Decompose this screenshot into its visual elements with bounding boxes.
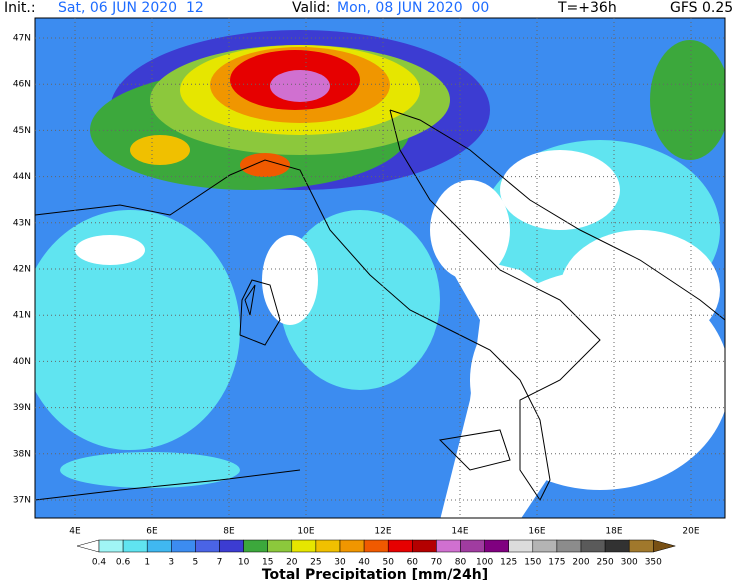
colorbar-label: 125 xyxy=(500,558,517,568)
colorbar-swatch xyxy=(291,539,317,553)
colorbar-label: 150 xyxy=(524,558,541,568)
lon-label: 20E xyxy=(682,527,699,537)
init-label: Init.: xyxy=(4,0,36,16)
colorbar-label: 100 xyxy=(476,558,493,568)
lon-label: 12E xyxy=(374,527,391,537)
colorbar-title: Total Precipitation [mm/24h] xyxy=(262,567,488,580)
colorbar-label: 10 xyxy=(238,558,250,568)
colorbar-label: 1 xyxy=(144,558,150,568)
precip-field xyxy=(35,18,725,518)
colorbar-label: 350 xyxy=(645,558,662,568)
lon-label: 16E xyxy=(528,527,545,537)
colorbar-swatch xyxy=(460,539,485,553)
init-time: Sat, 06 JUN 2020 12 xyxy=(58,0,204,16)
colorbar-label: 0.6 xyxy=(116,558,131,568)
lon-label: 14E xyxy=(451,527,468,537)
lon-label: 10E xyxy=(297,527,314,537)
lead-time: T=+36h xyxy=(557,0,617,16)
colorbar-swatch xyxy=(339,539,365,553)
colorbar-swatch xyxy=(315,539,341,553)
lat-label: 40N xyxy=(13,357,31,367)
colorbar-label: 20 xyxy=(286,558,298,568)
lat-label: 45N xyxy=(13,126,31,136)
colorbar-swatch xyxy=(604,539,630,553)
colorbar-swatch xyxy=(412,539,437,553)
colorbar-arrow xyxy=(653,539,677,553)
colorbar-swatch xyxy=(243,539,268,553)
colorbar-label: 0.4 xyxy=(92,558,107,568)
colorbar-arrow xyxy=(76,539,100,553)
colorbar-swatch xyxy=(387,539,413,553)
colorbar-swatch xyxy=(219,539,244,553)
lat-label: 39N xyxy=(13,403,31,413)
colorbar-label: 250 xyxy=(597,558,614,568)
colorbar-label: 50 xyxy=(382,558,394,568)
valid-time: Mon, 08 JUN 2020 00 xyxy=(337,0,489,16)
lat-label: 41N xyxy=(13,311,31,321)
colorbar-label: 60 xyxy=(407,558,419,568)
colorbar-label: 175 xyxy=(548,558,565,568)
lat-label: 47N xyxy=(13,34,31,44)
colorbar-label: 30 xyxy=(334,558,346,568)
colorbar-swatch xyxy=(436,539,461,553)
colorbar-swatch xyxy=(195,539,220,553)
lon-label: 6E xyxy=(146,527,158,537)
colorbar-label: 70 xyxy=(431,558,443,568)
colorbar-swatch xyxy=(171,539,196,553)
colorbar-label: 3 xyxy=(168,558,174,568)
lat-label: 44N xyxy=(13,172,31,182)
colorbar-swatch xyxy=(146,539,172,553)
lat-label: 37N xyxy=(13,496,31,506)
lat-label: 43N xyxy=(13,218,31,228)
colorbar-swatch xyxy=(484,539,509,553)
lon-label: 18E xyxy=(605,527,622,537)
colorbar-label: 15 xyxy=(262,558,273,568)
model: GFS 0.25 xyxy=(670,0,733,16)
colorbar-swatch xyxy=(508,539,534,553)
colorbar-label: 40 xyxy=(358,558,370,568)
colorbar-swatch xyxy=(363,539,389,553)
colorbar-swatch xyxy=(532,539,558,553)
colorbar-swatch xyxy=(580,539,606,553)
colorbar-label: 300 xyxy=(621,558,638,568)
map-frame xyxy=(34,17,726,519)
colorbar-swatch xyxy=(267,539,293,553)
colorbar-swatch xyxy=(122,539,148,553)
colorbar-swatch xyxy=(556,539,582,553)
lat-label: 46N xyxy=(13,80,31,90)
colorbar-swatch xyxy=(98,539,124,553)
colorbar-label: 5 xyxy=(193,558,199,568)
colorbar-label: 80 xyxy=(455,558,467,568)
colorbar-label: 200 xyxy=(572,558,589,568)
lon-label: 8E xyxy=(223,527,235,537)
colorbar-label: 7 xyxy=(217,558,223,568)
lat-label: 38N xyxy=(13,449,31,459)
colorbar-label: 25 xyxy=(310,558,321,568)
lat-label: 42N xyxy=(13,265,31,275)
colorbar-swatch xyxy=(628,539,654,553)
lon-label: 4E xyxy=(69,527,81,537)
valid-label: Valid: xyxy=(292,0,330,16)
